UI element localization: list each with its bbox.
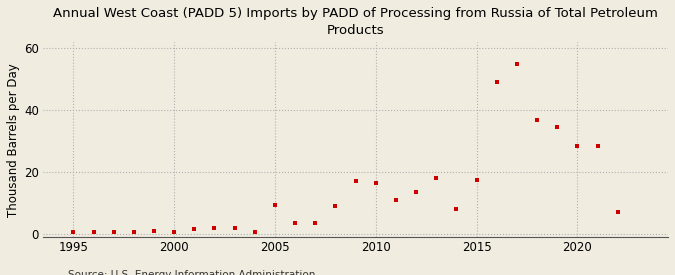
- Point: [230, 226, 240, 230]
- Point: [410, 190, 421, 194]
- Point: [371, 181, 381, 185]
- Y-axis label: Thousand Barrels per Day: Thousand Barrels per Day: [7, 63, 20, 217]
- Point: [572, 144, 583, 148]
- Point: [391, 198, 402, 202]
- Point: [471, 178, 482, 182]
- Point: [148, 229, 159, 233]
- Title: Annual West Coast (PADD 5) Imports by PADD of Processing from Russia of Total Pe: Annual West Coast (PADD 5) Imports by PA…: [53, 7, 658, 37]
- Point: [169, 230, 180, 235]
- Point: [269, 202, 280, 207]
- Point: [532, 117, 543, 122]
- Point: [88, 230, 99, 235]
- Point: [68, 230, 79, 235]
- Point: [209, 226, 220, 230]
- Point: [350, 179, 361, 184]
- Point: [512, 62, 522, 66]
- Point: [250, 230, 261, 235]
- Point: [551, 125, 562, 130]
- Point: [491, 80, 502, 85]
- Point: [290, 221, 300, 226]
- Point: [451, 207, 462, 211]
- Point: [108, 230, 119, 235]
- Point: [310, 221, 321, 226]
- Point: [189, 227, 200, 232]
- Point: [431, 176, 441, 181]
- Point: [592, 144, 603, 148]
- Point: [128, 230, 139, 235]
- Point: [612, 210, 623, 214]
- Point: [330, 204, 341, 208]
- Text: Source: U.S. Energy Information Administration: Source: U.S. Energy Information Administ…: [68, 271, 315, 275]
